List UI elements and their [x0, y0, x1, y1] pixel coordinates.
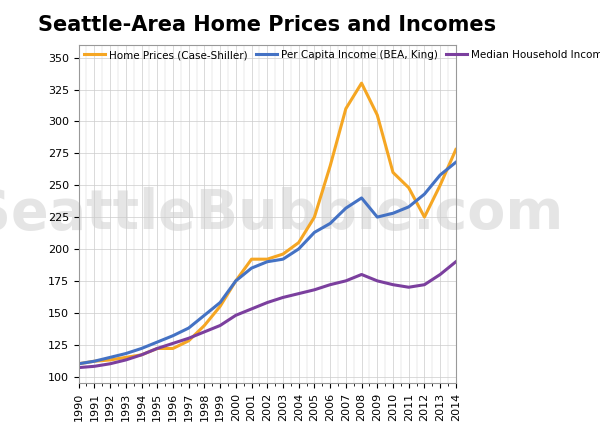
Per Capita Income (BEA, King) — [75, 361, 82, 366]
Home Prices (Case-Shiller) — [248, 256, 255, 262]
Home Prices (Case-Shiller) — [358, 81, 365, 86]
Home Prices (Case-Shiller) — [91, 358, 98, 364]
Median Household Income (OFM, King) — [374, 278, 381, 283]
Home Prices (Case-Shiller) — [263, 256, 271, 262]
Home Prices (Case-Shiller) — [201, 323, 208, 328]
Text: SeattleBubble.com: SeattleBubble.com — [0, 187, 563, 241]
Median Household Income (OFM, King) — [437, 272, 444, 277]
Per Capita Income (BEA, King) — [280, 256, 287, 262]
Home Prices (Case-Shiller) — [295, 240, 302, 245]
Title: Seattle-Area Home Prices and Incomes: Seattle-Area Home Prices and Incomes — [38, 15, 496, 35]
Median Household Income (OFM, King) — [295, 291, 302, 296]
Home Prices (Case-Shiller) — [217, 304, 224, 309]
Per Capita Income (BEA, King) — [437, 172, 444, 177]
Per Capita Income (BEA, King) — [295, 246, 302, 252]
Median Household Income (OFM, King) — [185, 336, 192, 341]
Per Capita Income (BEA, King) — [389, 211, 397, 216]
Home Prices (Case-Shiller) — [122, 355, 130, 360]
Per Capita Income (BEA, King) — [358, 195, 365, 201]
Per Capita Income (BEA, King) — [263, 259, 271, 264]
Per Capita Income (BEA, King) — [405, 204, 412, 209]
Home Prices (Case-Shiller) — [374, 112, 381, 118]
Per Capita Income (BEA, King) — [91, 358, 98, 364]
Home Prices (Case-Shiller) — [169, 346, 176, 351]
Home Prices (Case-Shiller) — [405, 185, 412, 191]
Median Household Income (OFM, King) — [280, 295, 287, 300]
Median Household Income (OFM, King) — [75, 365, 82, 370]
Median Household Income (OFM, King) — [169, 341, 176, 346]
Median Household Income (OFM, King) — [154, 346, 161, 351]
Home Prices (Case-Shiller) — [389, 170, 397, 175]
Per Capita Income (BEA, King) — [185, 325, 192, 330]
Per Capita Income (BEA, King) — [106, 355, 113, 360]
Median Household Income (OFM, King) — [91, 364, 98, 369]
Median Household Income (OFM, King) — [342, 278, 349, 283]
Median Household Income (OFM, King) — [263, 300, 271, 305]
Median Household Income (OFM, King) — [389, 282, 397, 287]
Per Capita Income (BEA, King) — [169, 333, 176, 338]
Per Capita Income (BEA, King) — [421, 191, 428, 197]
Median Household Income (OFM, King) — [358, 272, 365, 277]
Home Prices (Case-Shiller) — [326, 164, 334, 169]
Median Household Income (OFM, King) — [405, 285, 412, 290]
Home Prices (Case-Shiller) — [342, 106, 349, 111]
Median Household Income (OFM, King) — [421, 282, 428, 287]
Per Capita Income (BEA, King) — [342, 205, 349, 211]
Per Capita Income (BEA, King) — [154, 340, 161, 345]
Home Prices (Case-Shiller) — [280, 252, 287, 257]
Median Household Income (OFM, King) — [106, 361, 113, 366]
Home Prices (Case-Shiller) — [154, 346, 161, 351]
Per Capita Income (BEA, King) — [452, 160, 460, 165]
Per Capita Income (BEA, King) — [311, 230, 318, 235]
Home Prices (Case-Shiller) — [437, 183, 444, 188]
Home Prices (Case-Shiller) — [232, 278, 239, 283]
Line: Home Prices (Case-Shiller): Home Prices (Case-Shiller) — [79, 83, 456, 364]
Median Household Income (OFM, King) — [138, 352, 145, 358]
Per Capita Income (BEA, King) — [217, 300, 224, 305]
Line: Median Household Income (OFM, King): Median Household Income (OFM, King) — [79, 262, 456, 368]
Median Household Income (OFM, King) — [311, 287, 318, 293]
Home Prices (Case-Shiller) — [311, 215, 318, 220]
Per Capita Income (BEA, King) — [122, 351, 130, 356]
Median Household Income (OFM, King) — [232, 313, 239, 318]
Per Capita Income (BEA, King) — [138, 346, 145, 351]
Per Capita Income (BEA, King) — [201, 313, 208, 318]
Per Capita Income (BEA, King) — [326, 221, 334, 226]
Per Capita Income (BEA, King) — [248, 266, 255, 271]
Home Prices (Case-Shiller) — [138, 352, 145, 358]
Median Household Income (OFM, King) — [122, 358, 130, 363]
Home Prices (Case-Shiller) — [185, 338, 192, 344]
Home Prices (Case-Shiller) — [106, 358, 113, 363]
Legend: Home Prices (Case-Shiller), Per Capita Income (BEA, King), Median Household Inco: Home Prices (Case-Shiller), Per Capita I… — [84, 50, 600, 60]
Home Prices (Case-Shiller) — [452, 147, 460, 152]
Home Prices (Case-Shiller) — [421, 215, 428, 220]
Median Household Income (OFM, King) — [248, 307, 255, 312]
Median Household Income (OFM, King) — [217, 323, 224, 328]
Median Household Income (OFM, King) — [326, 282, 334, 287]
Per Capita Income (BEA, King) — [232, 278, 239, 283]
Per Capita Income (BEA, King) — [374, 215, 381, 220]
Median Household Income (OFM, King) — [452, 259, 460, 264]
Home Prices (Case-Shiller) — [75, 361, 82, 366]
Line: Per Capita Income (BEA, King): Per Capita Income (BEA, King) — [79, 162, 456, 364]
Median Household Income (OFM, King) — [201, 329, 208, 334]
